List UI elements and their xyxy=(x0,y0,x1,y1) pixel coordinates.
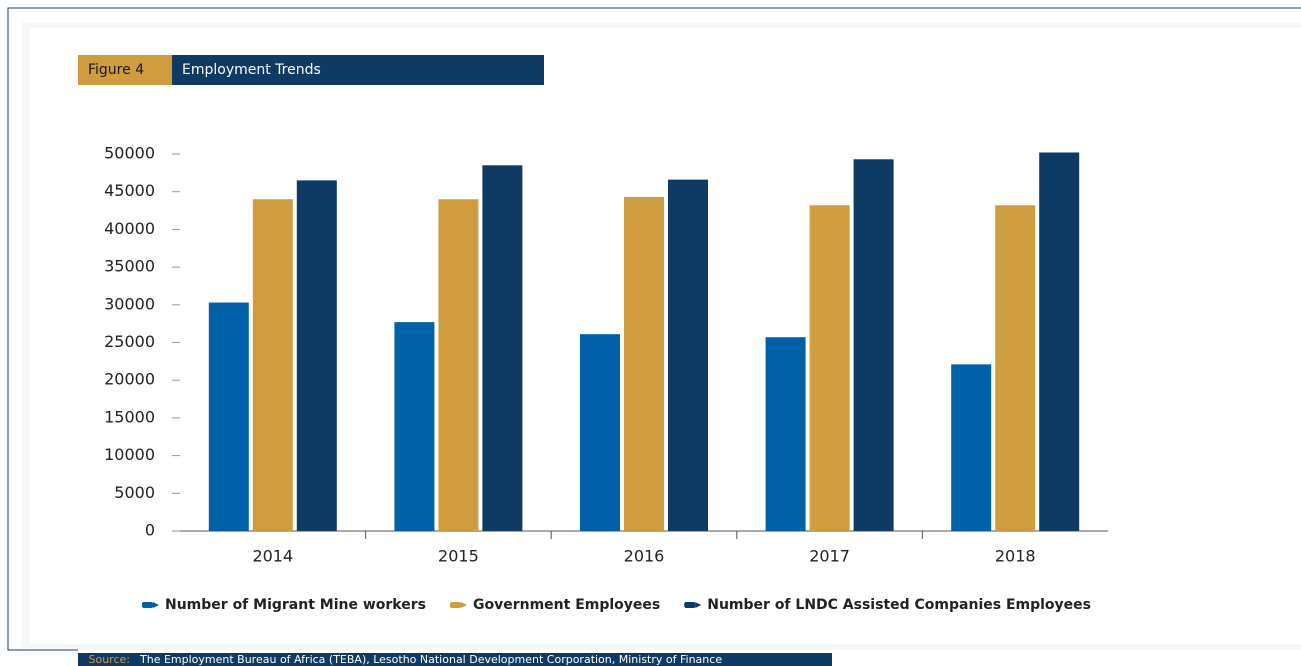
legend-swatch-tip xyxy=(460,602,467,608)
y-tick-label: 15000 xyxy=(104,407,155,426)
x-tick-label: 2014 xyxy=(252,547,293,566)
bar xyxy=(208,302,249,531)
source-label: Source: xyxy=(89,653,131,666)
x-tick-label: 2016 xyxy=(624,547,665,566)
bar xyxy=(438,199,479,532)
bar xyxy=(951,364,992,531)
bar xyxy=(995,205,1036,531)
x-tick-label: 2018 xyxy=(995,547,1036,566)
figure-label: Figure 4 xyxy=(88,62,144,78)
y-tick-label: 45000 xyxy=(104,181,155,200)
y-tick-label: 50000 xyxy=(104,144,155,163)
bar xyxy=(296,180,337,531)
title-box xyxy=(172,55,544,85)
y-tick-label: 40000 xyxy=(104,219,155,238)
bar xyxy=(580,334,620,531)
source-box xyxy=(78,653,832,666)
bar xyxy=(624,196,664,531)
bar xyxy=(482,165,523,531)
bar xyxy=(1039,152,1080,531)
y-tick-label: 10000 xyxy=(104,445,155,464)
legend-label: Government Employees xyxy=(473,597,660,613)
bar xyxy=(394,322,435,531)
y-tick-label: 25000 xyxy=(104,332,155,351)
bar xyxy=(252,199,293,532)
x-tick-label: 2017 xyxy=(809,547,850,566)
y-tick-label: 35000 xyxy=(104,257,155,276)
y-tick-label: 5000 xyxy=(114,483,155,502)
bar xyxy=(765,337,806,531)
chart-title: Employment Trends xyxy=(182,62,321,78)
legend-label: Number of LNDC Assisted Companies Employ… xyxy=(707,597,1091,613)
y-tick-label: 30000 xyxy=(104,294,155,313)
legend-swatch-tip xyxy=(153,602,159,608)
bar xyxy=(853,159,894,531)
y-tick-label: 0 xyxy=(145,521,155,540)
legend-swatch xyxy=(142,602,153,608)
y-tick-label: 20000 xyxy=(104,370,155,389)
legend-swatch xyxy=(684,602,696,608)
source: The Employment Bureau of Africa (TEBA), … xyxy=(139,653,722,666)
legend-label: Number of Migrant Mine workers xyxy=(165,597,426,613)
legend-swatch-tip xyxy=(695,602,702,608)
legend-swatch xyxy=(449,602,461,608)
bar xyxy=(809,205,850,531)
figure-label-box xyxy=(78,55,172,85)
x-tick-label: 2015 xyxy=(438,547,479,566)
bar xyxy=(668,179,708,532)
frame xyxy=(7,7,1301,651)
